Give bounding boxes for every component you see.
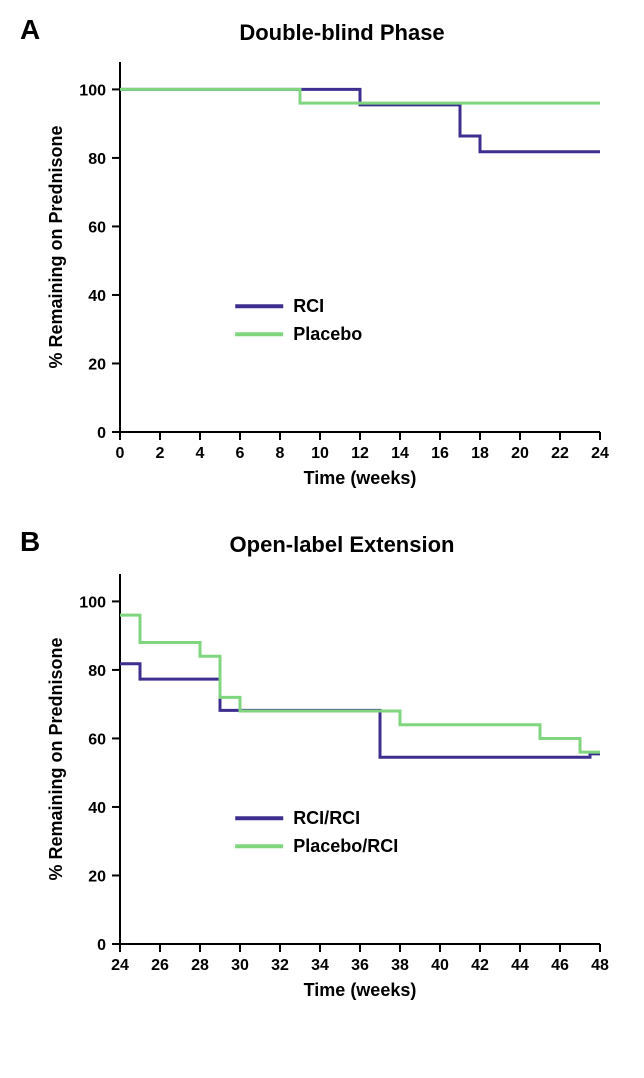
svg-text:0: 0 <box>97 937 106 954</box>
panel-b-title: Open-label Extension <box>20 532 644 558</box>
svg-text:20: 20 <box>88 868 106 885</box>
svg-text:Placebo: Placebo <box>293 324 362 344</box>
svg-text:20: 20 <box>511 445 529 462</box>
svg-text:RCI/RCI: RCI/RCI <box>293 808 360 828</box>
svg-text:40: 40 <box>88 800 106 817</box>
svg-text:38: 38 <box>391 957 409 974</box>
svg-text:32: 32 <box>271 957 289 974</box>
figure: A Double-blind Phase 0246810121416182022… <box>20 20 644 1014</box>
svg-text:RCI: RCI <box>293 296 324 316</box>
svg-text:30: 30 <box>231 957 249 974</box>
svg-text:40: 40 <box>88 288 106 305</box>
svg-text:60: 60 <box>88 219 106 236</box>
panel-a-label: A <box>20 14 40 46</box>
panel-b-label: B <box>20 526 40 558</box>
svg-text:4: 4 <box>196 445 205 462</box>
panel-b: B Open-label Extension 24262830323436384… <box>20 532 644 1014</box>
svg-text:44: 44 <box>511 957 529 974</box>
svg-text:Time (weeks): Time (weeks) <box>304 980 417 1000</box>
svg-text:6: 6 <box>236 445 245 462</box>
svg-text:24: 24 <box>111 957 129 974</box>
svg-text:% Remaining on Prednisone: % Remaining on Prednisone <box>46 125 66 368</box>
panel-a: A Double-blind Phase 0246810121416182022… <box>20 20 644 502</box>
svg-text:36: 36 <box>351 957 369 974</box>
chart-a-svg: 024681012141618202224020406080100Time (w… <box>20 52 620 502</box>
svg-text:18: 18 <box>471 445 489 462</box>
svg-text:48: 48 <box>591 957 609 974</box>
svg-text:Time (weeks): Time (weeks) <box>304 468 417 488</box>
svg-text:14: 14 <box>391 445 409 462</box>
svg-text:24: 24 <box>591 445 609 462</box>
panel-a-title: Double-blind Phase <box>20 20 644 46</box>
svg-text:16: 16 <box>431 445 449 462</box>
svg-text:46: 46 <box>551 957 569 974</box>
svg-text:28: 28 <box>191 957 209 974</box>
svg-text:Placebo/RCI: Placebo/RCI <box>293 836 398 856</box>
chart-b-svg: 24 26 28 30 32 34 36 38 40 42 44 46 48 0 20 40 60 80 100 Ti… <box>20 564 620 1014</box>
svg-text:20: 20 <box>88 356 106 373</box>
svg-text:2: 2 <box>156 445 165 462</box>
svg-text:34: 34 <box>311 957 329 974</box>
svg-text:100: 100 <box>79 82 106 99</box>
svg-text:60: 60 <box>88 731 106 748</box>
svg-text:26: 26 <box>151 957 169 974</box>
svg-text:22: 22 <box>551 445 569 462</box>
svg-text:10: 10 <box>311 445 329 462</box>
svg-text:% Remaining on Prednisone: % Remaining on Prednisone <box>46 637 66 880</box>
svg-text:0: 0 <box>116 445 125 462</box>
svg-text:40: 40 <box>431 957 449 974</box>
svg-text:12: 12 <box>351 445 369 462</box>
panel-a-chart: 024681012141618202224020406080100Time (w… <box>20 52 644 502</box>
svg-text:80: 80 <box>88 663 106 680</box>
panel-b-chart: 24 26 28 30 32 34 36 38 40 42 44 46 48 0 20 40 60 80 100 Ti… <box>20 564 644 1014</box>
svg-text:80: 80 <box>88 151 106 168</box>
svg-text:8: 8 <box>276 445 285 462</box>
svg-text:42: 42 <box>471 957 489 974</box>
svg-text:100: 100 <box>79 594 106 611</box>
svg-text:0: 0 <box>97 425 106 442</box>
